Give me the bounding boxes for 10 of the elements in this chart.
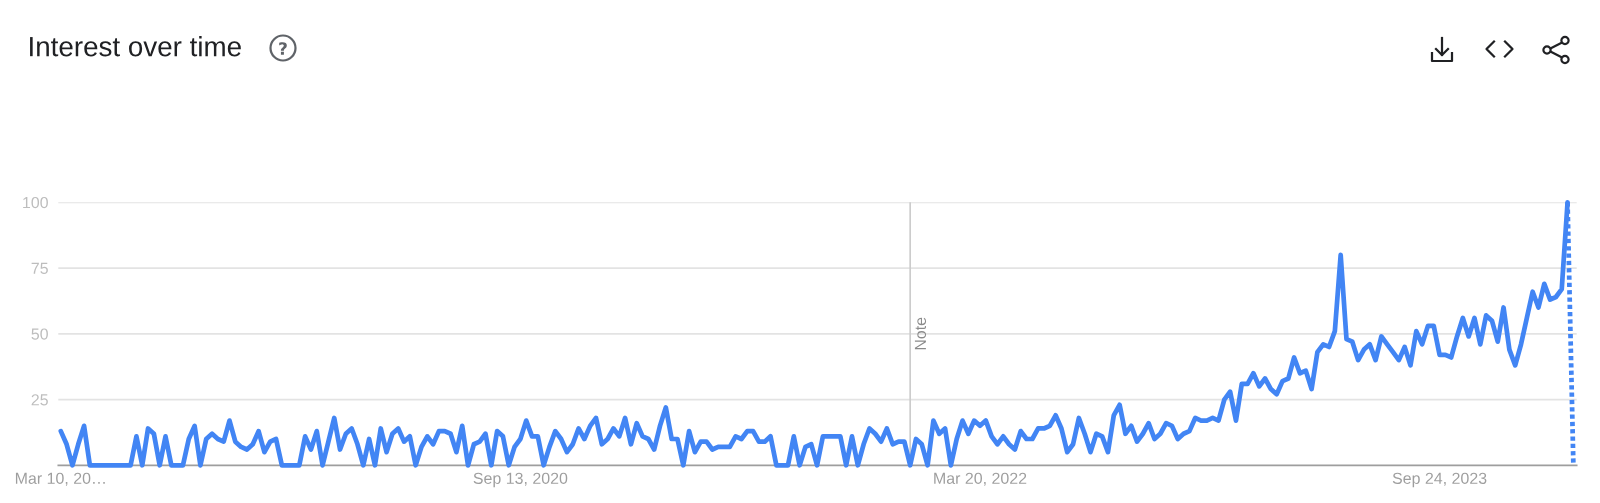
y-tick-label: 50 [31, 328, 48, 340]
ref-line-label: Note [914, 317, 927, 350]
y-tick-label: 75 [31, 262, 48, 274]
x-tick-label: Mar 10, 20… [15, 472, 105, 486]
x-tick-label: Sep 13, 2020 [473, 472, 568, 488]
x-tick-label: Sep 24, 2023 [1392, 472, 1487, 488]
y-tick-label: 25 [31, 394, 48, 406]
x-tick-label: Mar 20, 2022 [934, 472, 1027, 486]
chart-title: Interest over time [30, 36, 241, 57]
y-tick-label: 100 [23, 196, 48, 209]
